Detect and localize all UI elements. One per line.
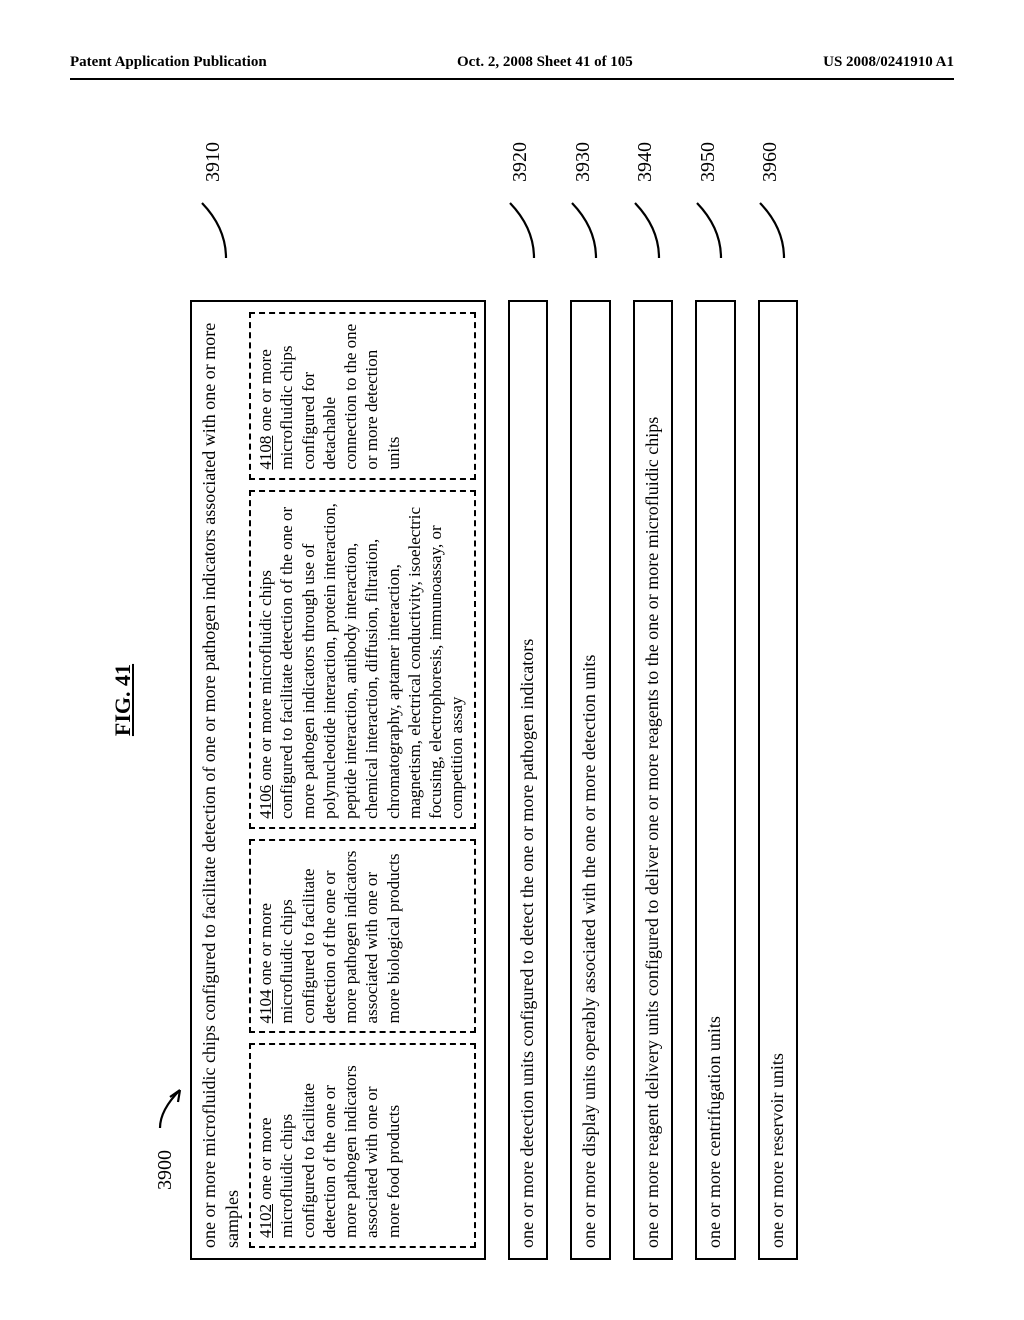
callout-3960-number: 3960 — [758, 142, 783, 182]
text-4104: one or more microfluidic chips configure… — [256, 851, 403, 1024]
box-3910-lead: one or more microfluidic chips configure… — [198, 312, 243, 1248]
callout-3940-number: 3940 — [633, 142, 658, 182]
text-4102: one or more microfluidic chips configure… — [256, 1065, 403, 1238]
dashed-4104: 4104 one or more microfluidic chips conf… — [249, 839, 476, 1034]
ref-4104: 4104 — [256, 989, 275, 1023]
callout-3920-number: 3920 — [508, 142, 533, 182]
page-header: Patent Application Publication Oct. 2, 2… — [70, 54, 954, 71]
boxes-column: one or more microfluidic chips configure… — [190, 140, 820, 1260]
callout-curve-icon — [754, 188, 788, 258]
box-3950: one or more centrifugation units 3950 — [695, 300, 736, 1260]
callout-curve-icon — [566, 188, 600, 258]
box-3940-text: one or more reagent delivery units confi… — [641, 417, 664, 1248]
callout-3960: 3960 — [754, 142, 788, 258]
callout-3920: 3920 — [504, 142, 538, 258]
system-ref-number: 3900 — [154, 1150, 177, 1190]
dashed-4102: 4102 one or more microfluidic chips conf… — [249, 1043, 476, 1248]
box-3960: one or more reservoir units 3960 — [758, 300, 799, 1260]
box-3960-text: one or more reservoir units — [766, 1053, 789, 1248]
box-3920: one or more detection units configured t… — [508, 300, 549, 1260]
box-3930-text: one or more display units operably assoc… — [578, 655, 601, 1248]
callout-curve-icon — [691, 188, 725, 258]
text-4108: one or more microfluidic chips configure… — [256, 324, 403, 470]
header-left: Patent Application Publication — [70, 54, 267, 71]
dashed-4106: 4106 one or more microfluidic chips conf… — [249, 490, 476, 829]
header-right: US 2008/0241910 A1 — [823, 54, 954, 71]
dashed-4108: 4108 one or more microfluidic chips conf… — [249, 312, 476, 480]
callout-curve-icon — [196, 188, 230, 258]
box-3930: one or more display units operably assoc… — [570, 300, 611, 1260]
callout-3910-number: 3910 — [201, 142, 226, 182]
figure-41: FIG. 41 3900 one or more microfluidic ch… — [110, 140, 910, 1260]
ref-4102: 4102 — [256, 1204, 275, 1238]
header-center: Oct. 2, 2008 Sheet 41 of 105 — [457, 54, 633, 71]
box-3910-subrow: 4102 one or more microfluidic chips conf… — [249, 312, 476, 1248]
callout-3950-number: 3950 — [696, 142, 721, 182]
callout-curve-icon — [629, 188, 663, 258]
box-3940: one or more reagent delivery units confi… — [633, 300, 674, 1260]
callout-curve-icon — [504, 188, 538, 258]
callout-3940: 3940 — [629, 142, 663, 258]
callout-3950: 3950 — [691, 142, 725, 258]
header-rule — [70, 78, 954, 80]
box-3950-text: one or more centrifugation units — [703, 1016, 726, 1248]
ref-4106: 4106 — [256, 785, 275, 819]
callout-3930: 3930 — [566, 142, 600, 258]
text-4106: one or more microfluidic chips configure… — [256, 503, 466, 819]
callout-3910: 3910 — [196, 142, 230, 258]
box-3910: one or more microfluidic chips configure… — [190, 300, 486, 1260]
box-3920-text: one or more detection units configured t… — [516, 639, 539, 1248]
system-ref-arrow-icon — [158, 1080, 188, 1130]
ref-4108: 4108 — [256, 436, 275, 470]
callout-3930-number: 3930 — [571, 142, 596, 182]
figure-title: FIG. 41 — [110, 140, 136, 1260]
